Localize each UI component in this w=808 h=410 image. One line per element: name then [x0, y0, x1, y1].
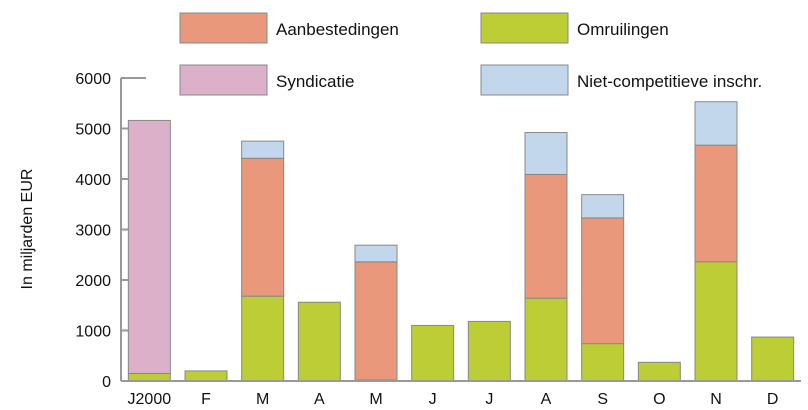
y-tick-label: 0 [102, 374, 111, 391]
y-tick-label: 2000 [75, 273, 111, 290]
bar-segment [411, 324, 455, 382]
x-tick-label: N [710, 391, 722, 408]
bar-segment [241, 295, 285, 382]
x-tick-label: O [653, 391, 665, 408]
bar-segment [524, 297, 568, 382]
y-tick-label: 1000 [75, 324, 111, 341]
bar-segment [581, 194, 625, 219]
bar-segment [127, 372, 171, 382]
legend-swatch [179, 64, 268, 96]
bar-segment [694, 261, 738, 382]
bar-segment [581, 217, 625, 345]
bar-segment [127, 119, 171, 374]
legend-label: Syndicatie [276, 72, 354, 91]
x-tick-label: F [201, 391, 211, 408]
bar-segment [524, 132, 568, 175]
x-tick-label: D [767, 391, 779, 408]
y-tick-label: 3000 [75, 223, 111, 240]
bar-segment [581, 343, 625, 382]
bar-segment [241, 157, 285, 297]
legend-swatch [480, 12, 569, 44]
bar-segment [637, 361, 681, 382]
x-tick-label: S [597, 391, 608, 408]
bar-segment [467, 320, 511, 382]
legend-label: Omruilingen [577, 20, 669, 39]
legend-swatch [179, 12, 268, 44]
bar-segment [524, 173, 568, 299]
legend: Aanbestedingen Omruilingen Syndicatie Niet-… [179, 12, 762, 96]
y-tick-label: 4000 [75, 172, 111, 189]
x-tick-label: J [429, 391, 437, 408]
bar-segment [297, 301, 341, 382]
bar-segment [354, 244, 398, 263]
legend-label: Aanbestedingen [276, 20, 399, 39]
bar-segment [184, 370, 228, 382]
x-tick-label: J [485, 391, 493, 408]
x-tick-label: A [541, 391, 552, 408]
bars [127, 101, 795, 382]
x-tick-label: M [256, 391, 269, 408]
y-axis-title: In miljarden EUR [19, 169, 36, 290]
x-tick-label: J2000 [128, 391, 172, 408]
bar-segment [694, 144, 738, 263]
legend-swatch [480, 64, 569, 96]
x-axis: J2000 F M A M J J A S O N D [121, 380, 801, 408]
bar-segment [241, 140, 285, 159]
x-tick-label: M [369, 391, 382, 408]
y-tick-label: 6000 [75, 71, 111, 88]
y-tick-label: 5000 [75, 122, 111, 139]
x-tick-label: A [314, 391, 325, 408]
legend-label: Niet-competitieve inschr. [577, 72, 762, 91]
bar-segment [751, 336, 795, 382]
bar-segment [694, 101, 738, 146]
bar-segment [354, 261, 398, 381]
